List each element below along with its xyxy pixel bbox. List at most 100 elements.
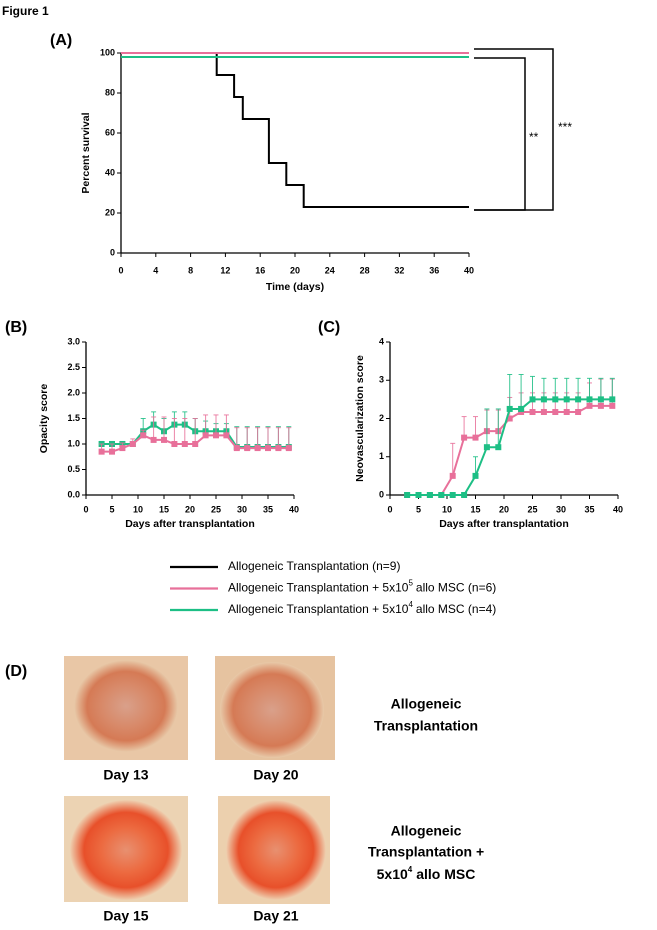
y-tick-label: 20 (105, 207, 115, 217)
x-tick-label: 0 (387, 504, 392, 514)
marker (254, 445, 261, 452)
marker (171, 441, 178, 447)
photo-eye (74, 660, 178, 752)
survival-line (121, 52, 469, 208)
marker (506, 415, 513, 422)
marker (449, 492, 456, 498)
x-tick-label: 10 (133, 504, 143, 514)
marker (213, 432, 219, 439)
marker (529, 408, 536, 415)
caption: Day 13 (103, 767, 148, 783)
significance: ** (529, 130, 539, 144)
marker (449, 472, 456, 479)
marker (552, 396, 559, 403)
caption: Day 21 (253, 908, 298, 924)
marker (161, 436, 167, 443)
x-tick-label: 8 (188, 265, 193, 275)
y-axis-label: Neovascularization score (354, 355, 366, 482)
caption: Day 15 (103, 908, 148, 924)
marker (586, 396, 593, 403)
y-tick-label: 1 (379, 451, 384, 461)
y-tick-label: 0.5 (67, 464, 80, 474)
y-axis-label: Opacity score (38, 384, 50, 454)
marker (506, 405, 513, 412)
marker (415, 492, 422, 498)
photo-eye (70, 800, 182, 900)
x-axis-label: Days after transplantation (439, 518, 569, 530)
y-tick-label: 40 (105, 167, 115, 177)
marker (472, 434, 479, 441)
legend-text: Allogeneic Transplantation (n=9) (228, 559, 400, 573)
x-tick-label: 32 (394, 265, 404, 275)
marker (140, 432, 147, 439)
row-label: Transplantation + (368, 844, 484, 860)
x-tick-label: 10 (442, 504, 452, 514)
marker (404, 492, 411, 498)
x-tick-label: 25 (527, 504, 537, 514)
marker (244, 445, 251, 452)
marker (575, 396, 582, 403)
marker (426, 492, 433, 498)
marker (233, 445, 240, 452)
y-tick-label: 2.5 (67, 362, 80, 372)
marker (518, 405, 525, 412)
marker (285, 445, 292, 452)
x-tick-label: 25 (211, 504, 221, 514)
y-tick-label: 60 (105, 127, 115, 137)
x-tick-label: 35 (263, 504, 273, 514)
y-tick-label: 2 (379, 413, 384, 423)
marker (609, 396, 616, 403)
x-tick-label: 30 (556, 504, 566, 514)
significance-bracket (474, 57, 526, 211)
figure-title: Figure 1 (2, 4, 49, 18)
marker (597, 402, 604, 409)
y-tick-label: 0.0 (67, 489, 80, 499)
x-tick-label: 30 (237, 504, 247, 514)
x-tick-label: 15 (470, 504, 480, 514)
y-tick-label: 100 (100, 47, 115, 57)
marker (552, 408, 559, 415)
marker (563, 408, 570, 415)
x-tick-label: 5 (109, 504, 114, 514)
marker (586, 402, 593, 409)
row-label: Transplantation (374, 718, 478, 734)
row-label-part: 5x10 (377, 866, 408, 882)
marker (192, 441, 199, 447)
y-tick-label: 0 (110, 247, 115, 257)
marker (495, 444, 502, 451)
row-label: Allogeneic (391, 696, 462, 712)
marker (275, 445, 282, 452)
x-tick-label: 40 (613, 504, 623, 514)
x-tick-label: 12 (220, 265, 230, 275)
x-axis-label: Time (days) (266, 281, 324, 293)
marker (529, 396, 536, 403)
x-tick-label: 16 (255, 265, 265, 275)
marker (265, 445, 271, 452)
marker (223, 432, 230, 439)
legend-label: Allogeneic Transplantation + 5x105 allo M… (228, 579, 496, 595)
photo-eye (220, 662, 324, 758)
y-tick-label: 2.0 (67, 387, 80, 397)
x-tick-label: 24 (325, 265, 335, 275)
y-tick-label: 1.5 (67, 413, 80, 423)
x-tick-label: 35 (584, 504, 594, 514)
x-tick-label: 40 (289, 504, 299, 514)
marker (540, 396, 547, 403)
marker (438, 492, 445, 498)
marker (540, 408, 547, 415)
marker (461, 434, 468, 441)
x-tick-label: 20 (290, 265, 300, 275)
marker (119, 445, 126, 452)
marker (483, 444, 490, 451)
significance: *** (558, 120, 572, 134)
x-tick-label: 28 (360, 265, 370, 275)
x-axis-label: Days after transplantation (125, 518, 255, 530)
y-tick-label: 4 (379, 336, 384, 346)
panel-label: (D) (5, 663, 27, 680)
row-label: Allogeneic (391, 823, 462, 839)
y-tick-label: 3 (379, 375, 384, 385)
y-tick-label: 0 (379, 489, 384, 499)
marker (563, 396, 570, 403)
photos (64, 656, 335, 904)
